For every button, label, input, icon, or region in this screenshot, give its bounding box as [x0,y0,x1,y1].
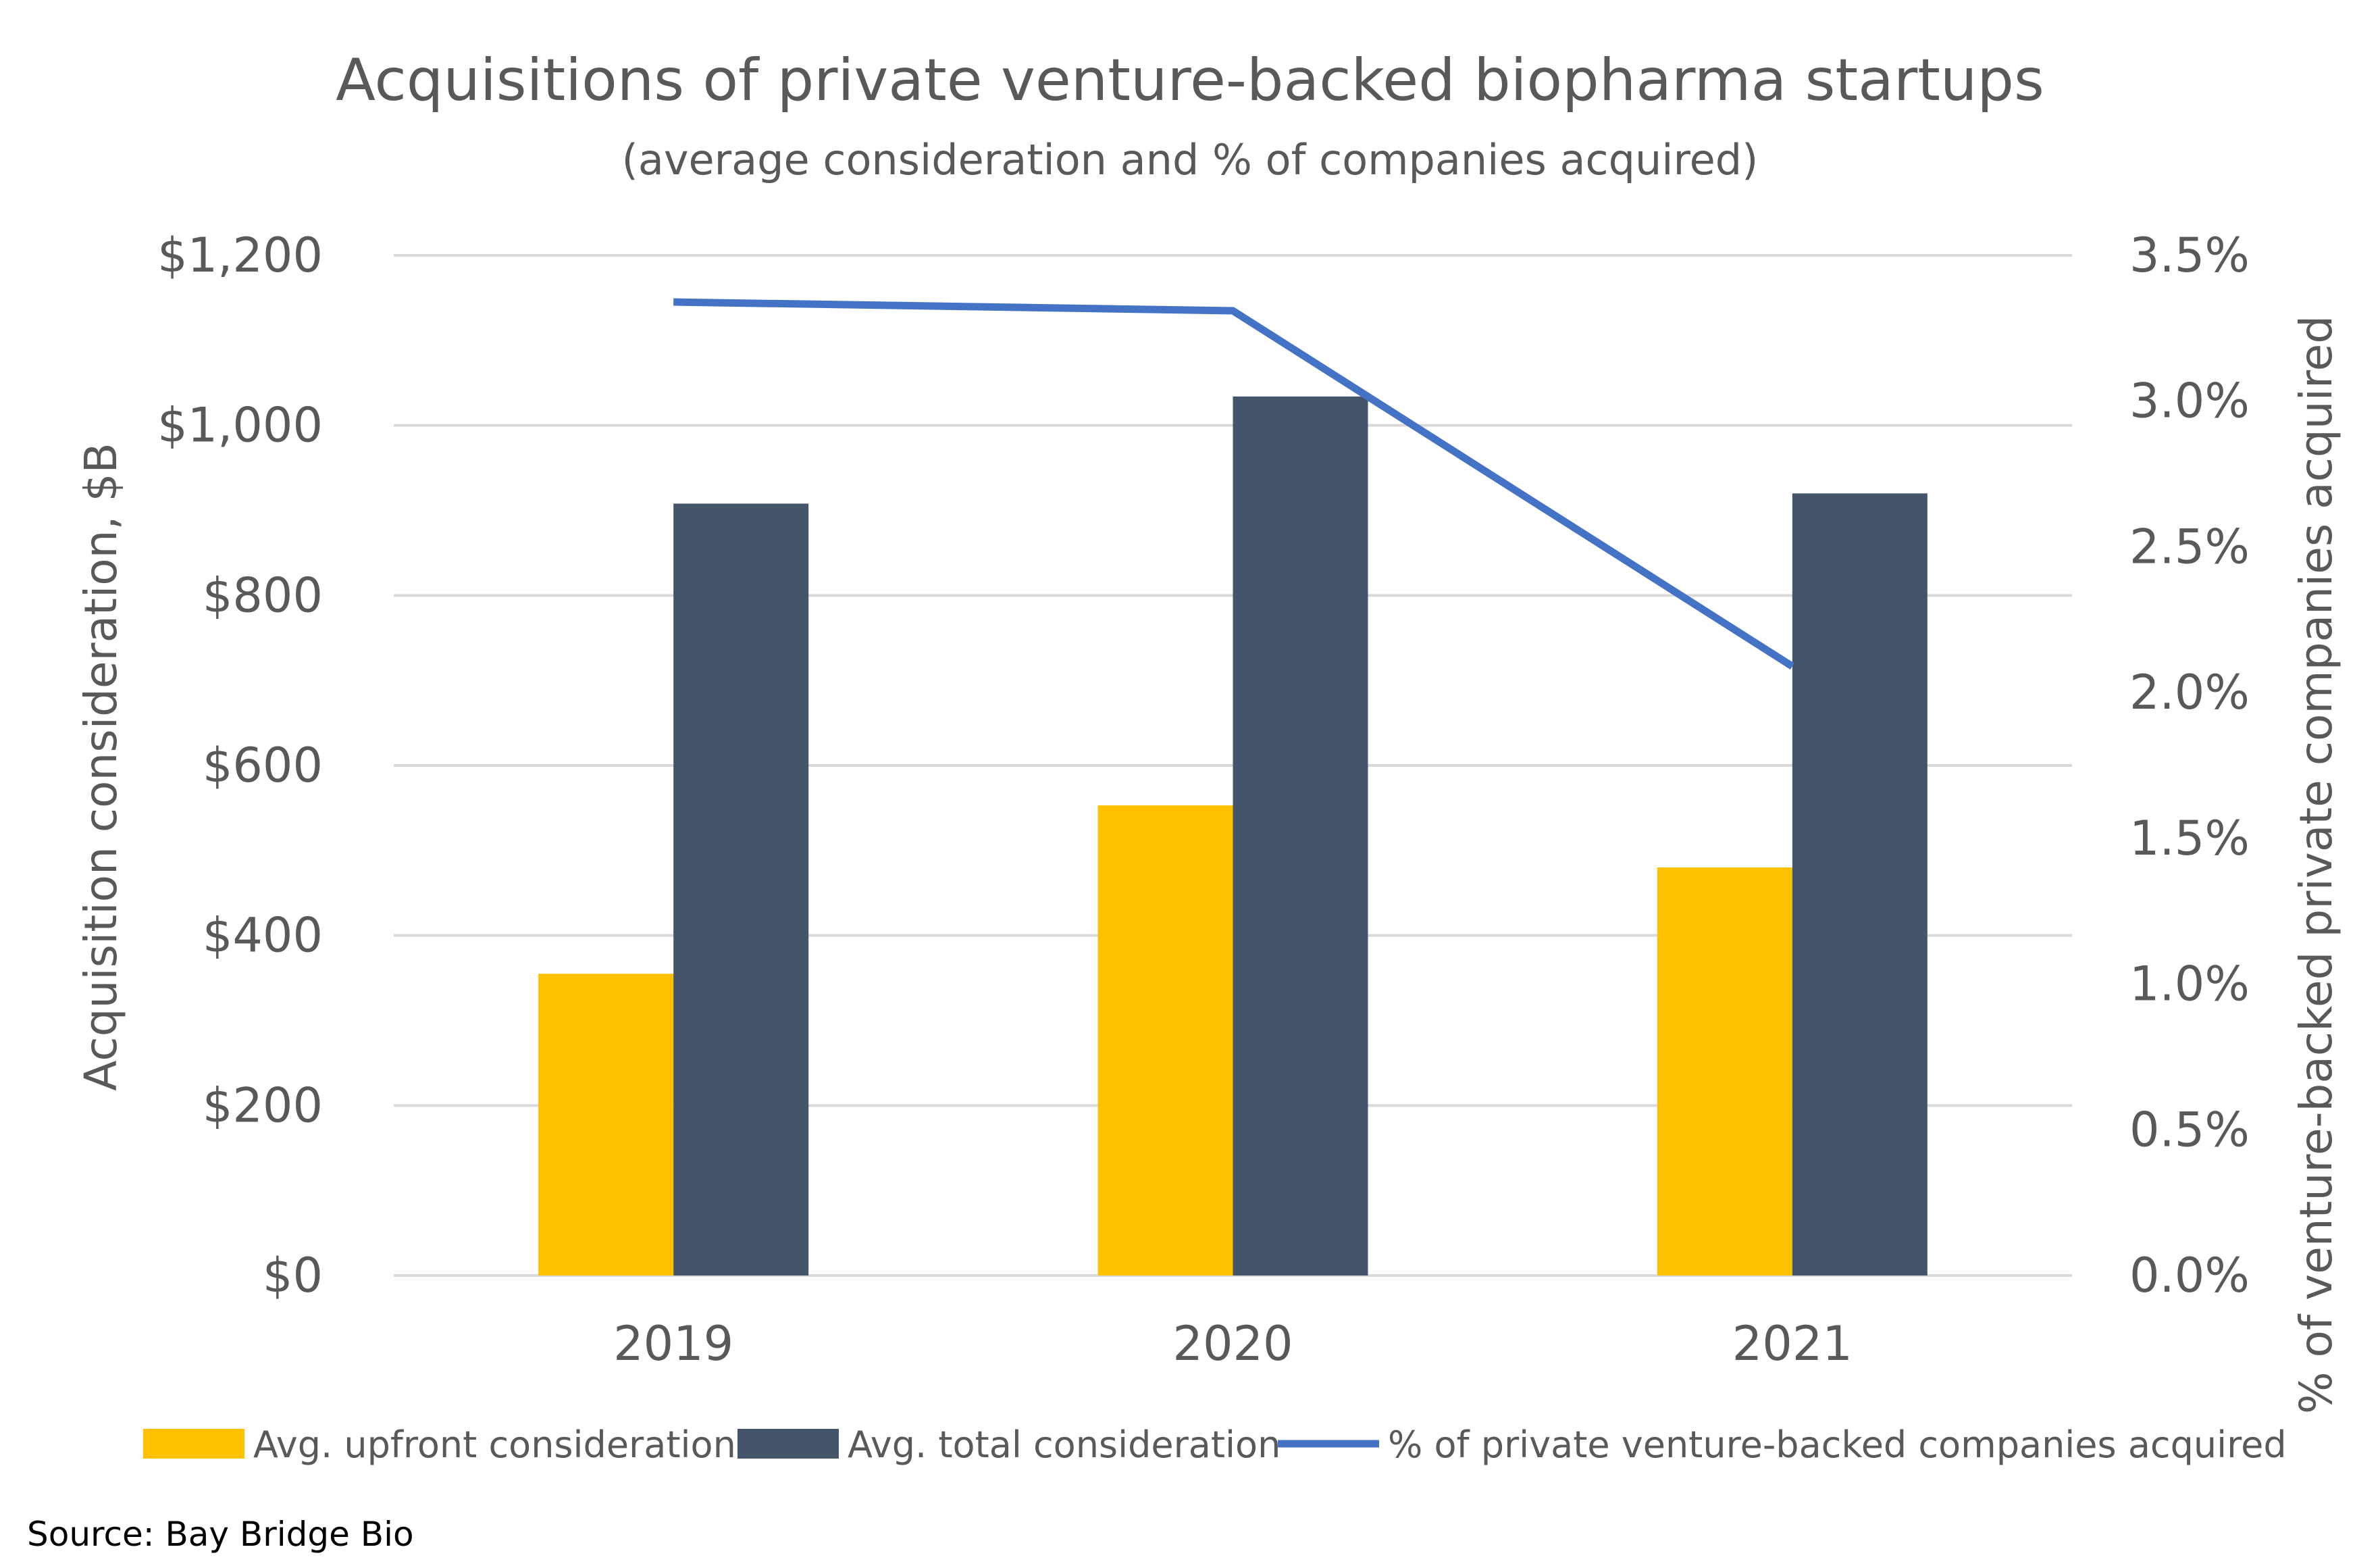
x-tick-label-2019: 2019 [613,1316,733,1371]
bar-upfront-2021 [1657,867,1792,1275]
legend-label: Avg. upfront consideration [253,1423,736,1466]
bar-upfront-2020 [1097,805,1233,1275]
legend: Avg. upfront consideration Avg. total con… [143,1423,2287,1466]
y-axis-ticks: $0 $200 $400 $600 $800 $1,000 $1,200 [157,228,323,1303]
y2-tick-label: 0.5% [2129,1102,2250,1157]
legend-swatch [738,1429,839,1459]
legend-label: % of private venture-backed companies ac… [1388,1423,2287,1466]
y2-tick-label: 2.0% [2129,665,2250,720]
y-tick-label: $1,000 [157,398,323,453]
bar-total-2021 [1792,493,1928,1276]
y2-tick-label: 1.5% [2129,811,2250,866]
y2-axis-ticks: 0.0% 0.5% 1.0% 1.5% 2.0% 2.5% 3.0% 3.5% [2129,228,2250,1303]
chart-subtitle: (average consideration and % of companie… [622,135,1759,184]
y2-tick-label: 3.5% [2129,228,2250,283]
y2-tick-label: 3.0% [2129,374,2250,429]
y-tick-label: $800 [203,567,323,623]
bars [538,396,1928,1276]
legend-swatch [143,1429,244,1459]
x-axis-ticks: 2019 2020 2021 [613,1316,1853,1371]
bar-total-2020 [1233,396,1368,1276]
bar-upfront-2019 [538,974,674,1275]
y2-tick-label: 2.5% [2129,519,2250,574]
legend-item: Avg. upfront consideration [143,1423,736,1466]
bar-total-2019 [673,503,809,1275]
y-axis-title: Acquisition consideration, $B [75,443,127,1090]
source-note: Source: Bay Bridge Bio [27,1515,414,1554]
legend-label: Avg. total consideration [848,1423,1280,1466]
y2-tick-label: 0.0% [2129,1248,2250,1303]
y2-axis-title: % of venture-backed private companies ac… [2290,315,2342,1414]
x-tick-label-2020: 2020 [1172,1316,1293,1371]
y2-tick-label: 1.0% [2129,957,2250,1012]
y-tick-label: $400 [203,908,323,963]
x-tick-label-2021: 2021 [1732,1316,1853,1371]
y-tick-label: $0 [263,1248,323,1303]
y-tick-label: $200 [203,1078,323,1133]
y-tick-label: $600 [203,738,323,793]
chart-title: Acquisitions of private venture-backed b… [336,47,2044,114]
legend-item: % of private venture-backed companies ac… [1278,1423,2287,1466]
line-series [673,298,1794,670]
y-tick-label: $1,200 [157,228,323,283]
legend-item: Avg. total consideration [738,1423,1280,1466]
